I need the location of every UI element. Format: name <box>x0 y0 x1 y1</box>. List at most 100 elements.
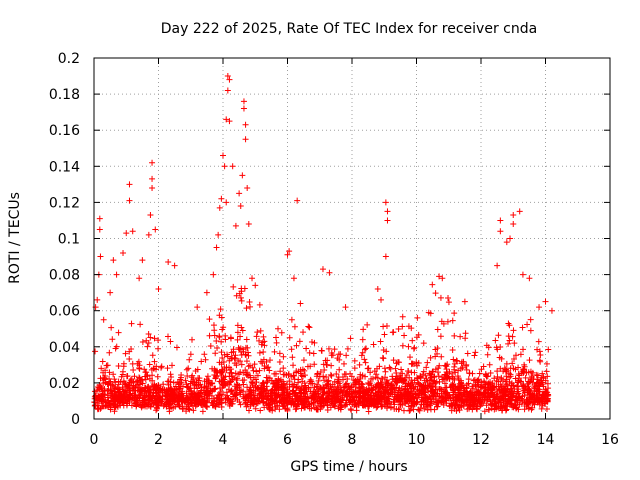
data-point <box>535 392 542 399</box>
data-point <box>222 332 229 339</box>
data-point <box>224 392 231 399</box>
data-point <box>314 381 321 388</box>
data-point <box>469 383 476 390</box>
data-point <box>247 384 254 391</box>
data-point <box>381 331 388 338</box>
data-point <box>459 364 466 371</box>
data-point <box>155 345 162 352</box>
data-point <box>340 376 347 383</box>
data-point <box>238 324 245 331</box>
data-point <box>456 407 463 414</box>
data-point <box>164 365 171 372</box>
data-point <box>420 383 427 390</box>
data-point <box>505 340 512 347</box>
data-point <box>466 405 473 412</box>
data-point <box>301 372 308 379</box>
data-point <box>110 371 117 378</box>
data-point <box>220 152 226 159</box>
data-point <box>141 366 148 373</box>
data-point <box>234 396 241 403</box>
data-point <box>437 294 444 301</box>
data-point <box>278 385 285 392</box>
y-tick-label: 0.08 <box>49 268 80 284</box>
data-point <box>503 360 510 367</box>
data-point <box>310 350 317 357</box>
data-point <box>330 391 337 398</box>
data-point <box>244 395 251 402</box>
data-point <box>187 351 194 358</box>
data-point <box>101 387 108 394</box>
data-point <box>126 197 133 204</box>
data-point <box>250 367 257 374</box>
data-point <box>183 366 190 373</box>
data-point <box>321 388 328 395</box>
data-point <box>484 373 491 380</box>
data-point <box>162 393 169 400</box>
data-point <box>144 401 151 408</box>
data-point <box>396 385 403 392</box>
data-point <box>361 356 368 363</box>
data-point <box>169 396 176 403</box>
data-point <box>173 344 180 351</box>
data-point <box>502 366 509 373</box>
data-point <box>179 403 186 410</box>
data-point <box>224 353 231 360</box>
data-point <box>256 337 263 344</box>
data-point <box>520 346 527 353</box>
x-tick-label: 0 <box>90 432 99 448</box>
data-point <box>115 378 122 385</box>
data-point <box>442 371 449 378</box>
data-point <box>112 403 119 410</box>
data-point <box>170 379 177 386</box>
data-point <box>410 406 417 413</box>
data-point <box>283 394 290 401</box>
data-point <box>293 342 300 349</box>
data-point <box>458 380 465 387</box>
data-point <box>451 363 458 370</box>
data-point <box>337 406 344 413</box>
data-point <box>457 333 464 340</box>
data-point <box>244 401 251 408</box>
data-point <box>182 377 189 384</box>
data-point <box>230 348 237 355</box>
data-point <box>198 358 205 365</box>
data-point <box>505 333 512 340</box>
data-point <box>442 397 449 404</box>
data-point <box>211 385 218 392</box>
data-point <box>155 286 162 293</box>
data-point <box>144 343 151 350</box>
data-point <box>326 269 333 276</box>
data-point <box>481 378 488 385</box>
data-point <box>149 175 156 182</box>
data-point <box>479 394 486 401</box>
data-point <box>215 401 222 408</box>
data-points <box>91 73 555 415</box>
data-point <box>321 366 328 373</box>
data-point <box>463 366 470 373</box>
data-point <box>534 346 541 353</box>
data-point <box>390 399 397 406</box>
data-point <box>163 402 170 409</box>
data-point <box>163 401 170 408</box>
data-point <box>104 394 111 401</box>
data-point <box>224 73 231 80</box>
data-point <box>428 387 435 394</box>
data-point <box>226 76 233 83</box>
data-point <box>515 364 522 371</box>
data-point <box>382 199 389 206</box>
data-point <box>393 379 400 386</box>
data-point <box>109 382 116 389</box>
data-point <box>111 386 118 393</box>
data-point <box>173 392 180 399</box>
data-point <box>369 400 376 407</box>
data-point <box>240 388 247 395</box>
data-point <box>212 375 219 382</box>
data-point <box>259 360 266 367</box>
data-point <box>289 354 296 361</box>
data-point <box>333 391 340 398</box>
data-point <box>311 404 318 411</box>
data-point <box>485 406 492 413</box>
data-point <box>378 383 385 390</box>
data-point <box>199 408 206 415</box>
data-point <box>427 377 434 384</box>
